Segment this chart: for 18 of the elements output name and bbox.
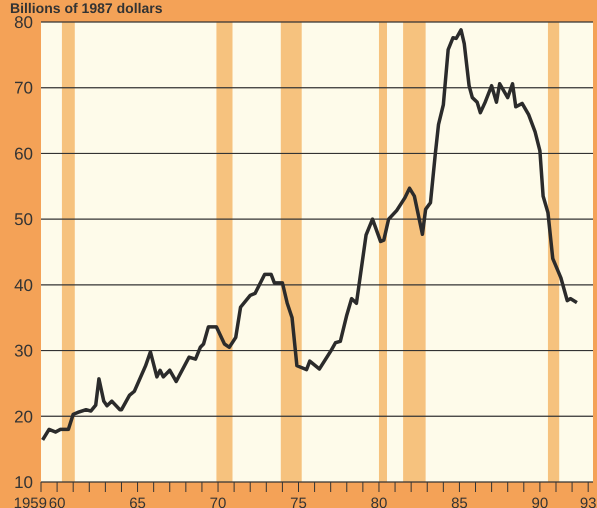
y-tick-label: 40: [14, 276, 33, 295]
x-tick-label: 65: [129, 495, 146, 508]
x-tick-label: 1959: [14, 495, 47, 508]
x-tick-label: 93: [580, 495, 597, 508]
x-tick-label: 85: [451, 495, 468, 508]
y-tick-label: 80: [14, 13, 33, 32]
y-tick-label: 50: [14, 210, 33, 230]
y-tick-label: 30: [14, 342, 33, 361]
y-tick-label: 70: [14, 78, 33, 98]
y-axis-title: Billions of 1987 dollars: [10, 0, 162, 16]
y-tick-label: 20: [14, 407, 33, 426]
x-tick-label: 80: [370, 495, 388, 508]
x-tick-label: 70: [210, 495, 226, 508]
x-tick-label: 90: [532, 495, 548, 508]
x-tick-label: 75: [290, 495, 307, 508]
y-tick-label: 60: [14, 144, 33, 164]
x-tick-label: 60: [48, 495, 66, 508]
y-tick-label: 10: [14, 473, 33, 492]
